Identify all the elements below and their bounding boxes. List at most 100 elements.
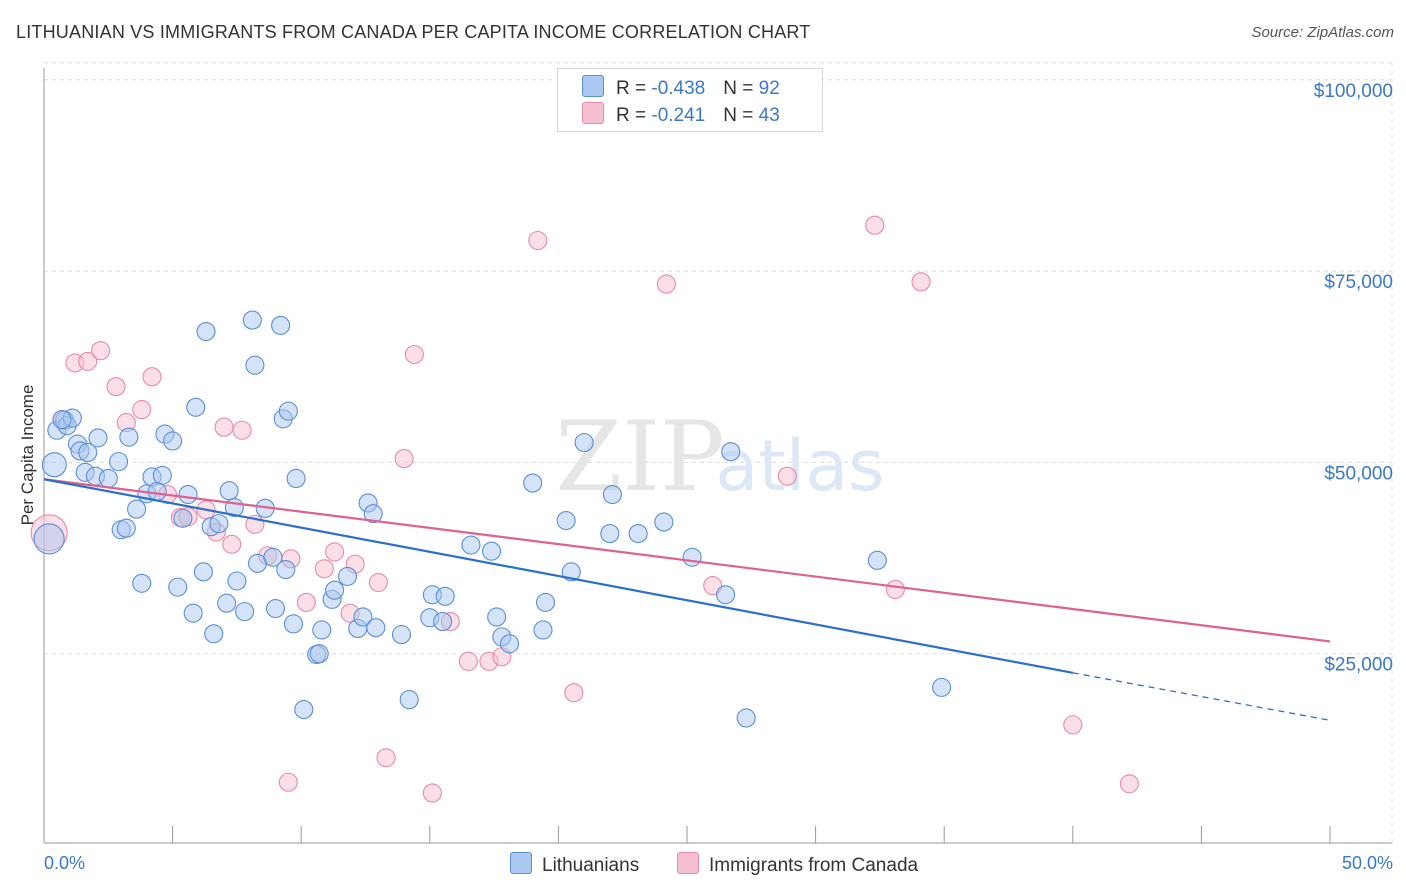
series-lithuanians (33, 310, 952, 728)
data-point-lithuanians (283, 614, 304, 634)
data-point-immigrants-from-canada (142, 367, 162, 387)
trend-lines (43, 478, 1331, 721)
data-point-immigrants-from-canada (1119, 774, 1139, 794)
data-point-lithuanians (499, 634, 520, 654)
source-label: Source: ZipAtlas.com (1251, 24, 1394, 41)
data-point-lithuanians (265, 599, 286, 619)
data-point-lithuanians (932, 677, 952, 697)
data-point-lithuanians (183, 603, 203, 623)
data-point-lithuanians (337, 566, 358, 586)
data-point-lithuanians (98, 468, 118, 489)
data-point-lithuanians (867, 550, 887, 570)
legend-n-label: N = (723, 78, 759, 99)
data-point-lithuanians (178, 484, 198, 505)
data-point-lithuanians (435, 586, 455, 606)
data-point-lithuanians (127, 499, 147, 519)
data-point-lithuanians (294, 700, 314, 720)
data-point-immigrants-from-canada (325, 542, 345, 562)
data-point-lithuanians (574, 432, 594, 453)
data-point-lithuanians (533, 620, 553, 640)
data-point-immigrants-from-canada (232, 420, 252, 440)
grid-lines (44, 62, 1393, 843)
legend-r-value: -0.438 (651, 78, 706, 99)
data-point-lithuanians (461, 535, 481, 555)
legend-label: Lithuanians (542, 855, 640, 876)
data-point-lithuanians (219, 481, 239, 501)
data-point-immigrants-from-canada (458, 651, 478, 671)
y-tick-label: $25,000 (1324, 655, 1393, 676)
data-point-lithuanians (278, 401, 298, 421)
legend-item-immigrants-from-canada[interactable]: Immigrants from Canada (677, 852, 918, 877)
legend-label: Immigrants from Canada (709, 855, 919, 876)
data-point-lithuanians (535, 592, 556, 612)
data-point-lithuanians (721, 442, 741, 462)
legend-item-lithuanians[interactable]: Lithuanians (510, 852, 639, 877)
data-point-immigrants-from-canada (91, 341, 111, 361)
data-point-lithuanians (193, 562, 214, 582)
trend-line-immigrants-from-canada (43, 478, 1331, 643)
data-point-lithuanians (602, 484, 622, 505)
legend-swatch-pink (582, 102, 604, 124)
data-point-lithuanians (312, 620, 332, 640)
data-point-lithuanians (152, 465, 172, 485)
data-point-lithuanians (309, 644, 329, 664)
data-point-immigrants-from-canada (278, 772, 298, 792)
y-tick-label: $75,000 (1324, 272, 1393, 293)
data-point-lithuanians (716, 585, 736, 605)
data-point-lithuanians (88, 428, 108, 448)
data-point-immigrants-from-canada (394, 449, 414, 469)
correlation-legend: R = -0.438 N = 92 R = -0.241 N = 43 (557, 68, 823, 132)
data-point-lithuanians (682, 547, 702, 567)
data-point-lithuanians (286, 468, 306, 489)
data-point-immigrants-from-canada (368, 572, 388, 593)
data-point-immigrants-from-canada (296, 592, 316, 612)
data-point-lithuanians (41, 452, 67, 478)
data-point-lithuanians (363, 504, 383, 524)
data-point-lithuanians (399, 690, 419, 710)
data-point-immigrants-from-canada (1063, 715, 1083, 735)
data-point-immigrants-from-canada (106, 377, 126, 397)
watermark-atlas: atlas (715, 425, 884, 507)
data-point-lithuanians (487, 607, 507, 627)
data-point-lithuanians (116, 518, 136, 538)
data-point-lithuanians (391, 625, 412, 645)
data-point-immigrants-from-canada (885, 579, 905, 599)
data-point-immigrants-from-canada (656, 274, 676, 294)
data-point-lithuanians (196, 322, 216, 342)
trend-line-lithuanians (43, 478, 1074, 674)
legend-r-label: R = (616, 105, 652, 126)
axes (43, 68, 1392, 844)
data-point-lithuanians (186, 397, 206, 417)
data-point-lithuanians (52, 409, 72, 430)
data-point-immigrants-from-canada (214, 417, 234, 437)
data-point-lithuanians (78, 442, 98, 463)
data-point-lithuanians (168, 577, 188, 597)
data-point-immigrants-from-canada (78, 351, 98, 371)
data-point-lithuanians (600, 524, 620, 544)
x-tick-label: 50.0% (1342, 853, 1393, 873)
data-point-lithuanians (271, 315, 291, 335)
data-point-lithuanians (33, 523, 65, 555)
legend-row-immigrants-from-canada: R = -0.241 N = 43 (582, 102, 780, 126)
data-point-lithuanians (173, 508, 193, 528)
chart-title: LITHUANIAN VS IMMIGRANTS FROM CANADA PER… (16, 22, 811, 42)
bottom-legend: Lithuanians Immigrants from Canada (0, 852, 1406, 878)
y-axis-label: Per Capita Income (18, 385, 37, 526)
legend-n-value: 92 (758, 78, 780, 99)
legend-r-label: R = (616, 78, 652, 99)
x-tick-labels: 0.0% 50.0% (44, 853, 1393, 873)
watermark: ZIP atlas (555, 401, 884, 513)
legend-n-value: 43 (758, 105, 780, 126)
data-point-immigrants-from-canada (911, 272, 931, 292)
data-point-lithuanians (366, 618, 386, 638)
data-point-immigrants-from-canada (422, 783, 442, 803)
data-point-lithuanians (561, 562, 581, 582)
data-point-immigrants-from-canada (777, 466, 797, 486)
data-point-lithuanians (242, 310, 262, 330)
data-point-lithuanians (523, 473, 543, 493)
legend-swatch-blue (510, 852, 532, 874)
watermark-zip: ZIP (555, 401, 724, 513)
data-point-immigrants-from-canada (703, 576, 723, 596)
data-point-lithuanians (736, 708, 756, 728)
data-point-lithuanians (654, 512, 674, 532)
